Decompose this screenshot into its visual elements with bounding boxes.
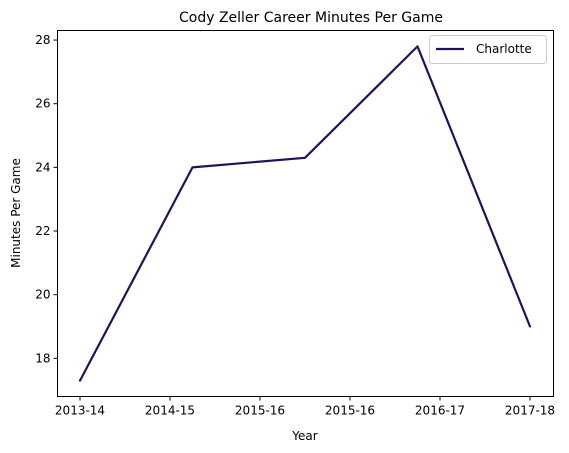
y-tick-label: 20 bbox=[35, 288, 50, 302]
y-tick-label: 18 bbox=[35, 351, 50, 365]
x-tick-label: 2013-14 bbox=[55, 404, 105, 418]
y-tick-label: 24 bbox=[35, 160, 50, 174]
y-axis: 18 20 22 24 26 28 bbox=[35, 33, 58, 365]
x-tick-label: 2015-16 bbox=[235, 404, 285, 418]
plot-area bbox=[57, 30, 554, 397]
x-tick-label: 2015-16 bbox=[325, 404, 375, 418]
x-tick-label: 2017-18 bbox=[505, 404, 555, 418]
y-tick-label: 28 bbox=[35, 33, 50, 47]
x-axis: 2013-14 2014-15 2015-16 2015-16 2016-17 2017-… bbox=[55, 396, 555, 418]
legend-box bbox=[429, 35, 547, 64]
chart-title: Cody Zeller Career Minutes Per Game bbox=[179, 10, 443, 26]
x-tick-label: 2014-15 bbox=[145, 404, 195, 418]
x-axis-label: Year bbox=[291, 429, 317, 443]
y-tick-label: 22 bbox=[35, 224, 50, 238]
y-tick-label: 26 bbox=[35, 97, 50, 111]
y-axis-label: Minutes Per Game bbox=[9, 158, 23, 268]
x-tick-label: 2016-17 bbox=[415, 404, 465, 418]
series-layer bbox=[78, 45, 532, 382]
plot-frame bbox=[57, 30, 554, 397]
series-line-0 bbox=[78, 45, 532, 382]
legend-label: Charlotte bbox=[476, 42, 532, 56]
legend: Charlotte bbox=[429, 35, 547, 64]
